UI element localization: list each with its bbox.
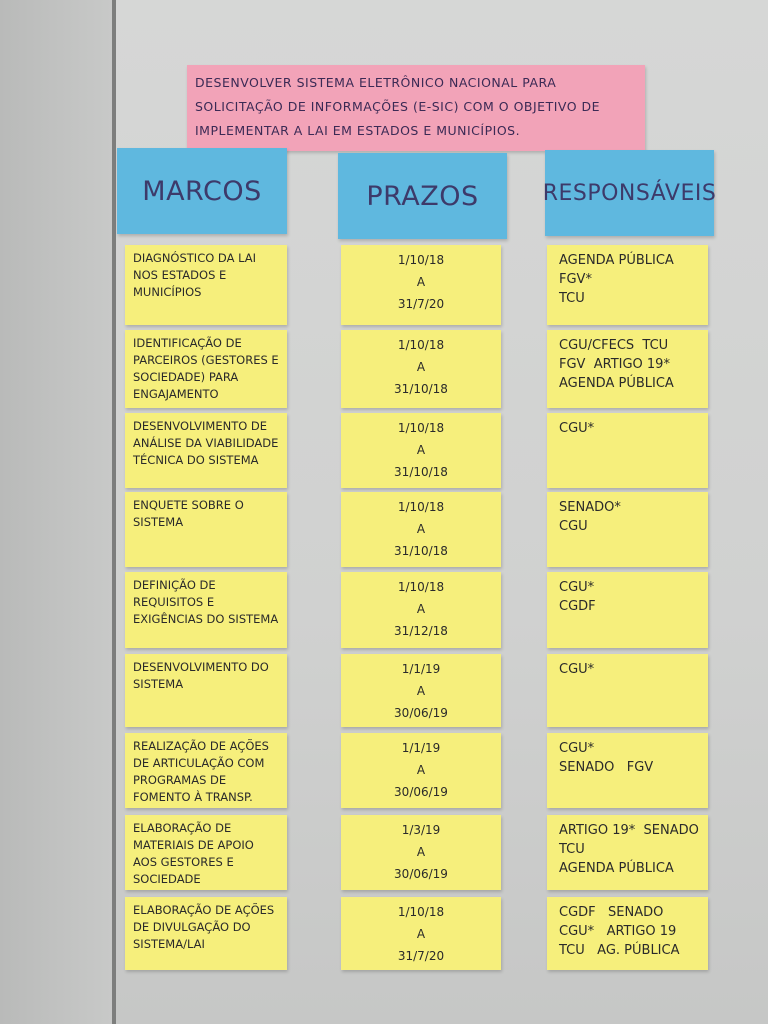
prazo-sep: a	[416, 443, 426, 457]
prazo-inicio: 1/10/18	[397, 580, 445, 594]
responsaveis-note: CGU/CFECS TCU FGV Artigo 19* Agenda Públic…	[547, 330, 708, 408]
prazo-inicio: 1/10/18	[397, 905, 445, 919]
prazo-note: 1/10/18 a 31/7/20	[341, 245, 501, 325]
responsaveis-note: Agenda Pública FGV* TCU	[547, 245, 708, 325]
prazo-fim: 30/06/19	[394, 785, 448, 799]
prazo-inicio: 1/10/18	[397, 338, 445, 352]
responsavel-line: Agenda Pública	[559, 861, 674, 876]
responsavel-line: TCU Ag. Pública	[559, 943, 680, 958]
prazo-inicio: 1/1/19	[401, 662, 441, 676]
responsaveis-note: CGU* CGDF	[547, 572, 708, 648]
prazo-fim: 31/7/20	[397, 949, 445, 963]
prazo-note: 1/1/19 a 30/06/19	[341, 654, 501, 727]
responsavel-line: CGU	[559, 519, 588, 534]
responsaveis-note: Senado* CGU	[547, 492, 708, 567]
header-responsaveis: Responsáveis	[543, 150, 716, 236]
prazo-fim: 31/7/20	[397, 297, 445, 311]
prazo-note: 1/10/18 a 31/10/18	[341, 492, 501, 567]
marco-note: Elaboração de ações de divulgação do sis…	[125, 897, 287, 970]
responsavel-line: CGDF	[559, 599, 596, 614]
prazo-sep: a	[416, 522, 426, 536]
responsavel-line: Senado FGV	[559, 760, 654, 775]
responsaveis-note: CGDF Senado CGU* Artigo 19 TCU Ag. Pública	[547, 897, 708, 970]
prazo-sep: a	[416, 845, 426, 859]
prazo-note: 1/10/18 a 31/10/18	[341, 330, 501, 408]
responsaveis-note: CGU* Senado FGV	[547, 733, 708, 808]
prazo-note: 1/10/18 a 31/7/20	[341, 897, 501, 970]
prazo-fim: 30/06/19	[394, 867, 448, 881]
prazo-sep: a	[416, 684, 426, 698]
prazo-inicio: 1/10/18	[397, 253, 445, 267]
marco-note: Definição de requisitos e exigências do …	[125, 572, 287, 648]
prazo-note: 1/3/19 a 30/06/19	[341, 815, 501, 890]
prazo-sep: a	[416, 763, 426, 777]
responsavel-line: Agenda Pública	[559, 376, 674, 391]
marco-note: Desenvolvimento de análise da viabilidad…	[125, 413, 287, 488]
responsavel-line: CGU/CFECS TCU	[559, 338, 669, 353]
responsavel-line: CGU*	[559, 662, 595, 677]
prazo-sep: a	[416, 275, 426, 289]
prazo-fim: 31/12/18	[394, 624, 448, 638]
marco-note: Enquete sobre o sistema	[125, 492, 287, 567]
header-prazos: Prazos	[338, 153, 507, 239]
responsavel-line: Agenda Pública	[559, 253, 674, 268]
prazo-note: 1/10/18 a 31/12/18	[341, 572, 501, 648]
prazo-fim: 31/10/18	[394, 465, 448, 479]
responsavel-line: TCU	[559, 291, 585, 306]
responsaveis-note: CGU*	[547, 654, 708, 727]
responsavel-line: Senado*	[559, 500, 621, 515]
marco-note: Identificação de parceiros (gestores e s…	[125, 330, 287, 408]
prazo-fim: 31/10/18	[394, 544, 448, 558]
responsavel-line: FGV*	[559, 272, 592, 287]
responsavel-line: CGDF Senado	[559, 905, 664, 920]
responsavel-line: CGU*	[559, 421, 595, 436]
prazo-note: 1/10/18 a 31/10/18	[341, 413, 501, 488]
responsaveis-note: CGU*	[547, 413, 708, 488]
prazo-inicio: 1/10/18	[397, 421, 445, 435]
responsaveis-note: Artigo 19* Senado TCU Agenda Pública	[547, 815, 708, 890]
prazo-inicio: 1/1/19	[401, 741, 441, 755]
prazo-inicio: 1/10/18	[397, 500, 445, 514]
responsavel-line: CGU*	[559, 741, 595, 756]
prazo-inicio: 1/3/19	[401, 823, 441, 837]
prazo-sep: a	[416, 360, 426, 374]
marco-note: Diagnóstico da LAI nos estados e municíp…	[125, 245, 287, 325]
marco-note: Realização de ações de articulação com p…	[125, 733, 287, 808]
wall-seam	[112, 0, 116, 1024]
prazo-fim: 31/10/18	[394, 382, 448, 396]
responsavel-line: CGU* Artigo 19	[559, 924, 677, 939]
responsavel-line: CGU*	[559, 580, 595, 595]
wall-left	[0, 0, 113, 1024]
responsavel-line: Artigo 19* Senado	[559, 823, 699, 838]
responsavel-line: FGV Artigo 19*	[559, 357, 670, 372]
prazo-sep: a	[416, 602, 426, 616]
header-marcos: Marcos	[117, 148, 287, 234]
prazo-sep: a	[416, 927, 426, 941]
responsavel-line: TCU	[559, 842, 585, 857]
prazo-fim: 30/06/19	[394, 706, 448, 720]
prazo-note: 1/1/19 a 30/06/19	[341, 733, 501, 808]
objective-note: Desenvolver sistema eletrônico nacional …	[187, 65, 645, 151]
marco-note: Desenvolvimento do sistema	[125, 654, 287, 727]
marco-note: Elaboração de materiais de apoio aos ges…	[125, 815, 287, 890]
